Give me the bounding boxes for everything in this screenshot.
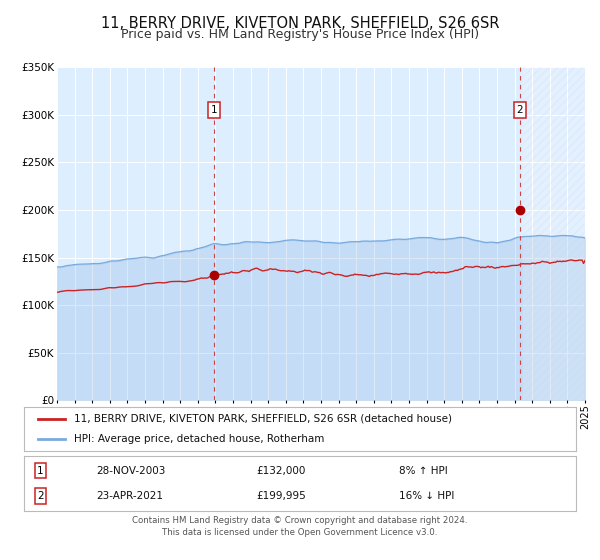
Text: £132,000: £132,000: [256, 466, 305, 475]
Text: Contains HM Land Registry data © Crown copyright and database right 2024.
This d: Contains HM Land Registry data © Crown c…: [132, 516, 468, 537]
Text: 2: 2: [37, 491, 44, 501]
Text: 11, BERRY DRIVE, KIVETON PARK, SHEFFIELD, S26 6SR (detached house): 11, BERRY DRIVE, KIVETON PARK, SHEFFIELD…: [74, 414, 452, 424]
Text: 28-NOV-2003: 28-NOV-2003: [96, 466, 165, 475]
Text: 16% ↓ HPI: 16% ↓ HPI: [400, 491, 455, 501]
Text: 11, BERRY DRIVE, KIVETON PARK, SHEFFIELD, S26 6SR: 11, BERRY DRIVE, KIVETON PARK, SHEFFIELD…: [101, 16, 499, 31]
Text: £199,995: £199,995: [256, 491, 305, 501]
Text: 8% ↑ HPI: 8% ↑ HPI: [400, 466, 448, 475]
Text: HPI: Average price, detached house, Rotherham: HPI: Average price, detached house, Roth…: [74, 434, 324, 444]
Text: Price paid vs. HM Land Registry's House Price Index (HPI): Price paid vs. HM Land Registry's House …: [121, 28, 479, 41]
Text: 2: 2: [517, 105, 523, 115]
Text: 1: 1: [211, 105, 217, 115]
Text: 23-APR-2021: 23-APR-2021: [96, 491, 163, 501]
Text: 1: 1: [37, 466, 44, 475]
